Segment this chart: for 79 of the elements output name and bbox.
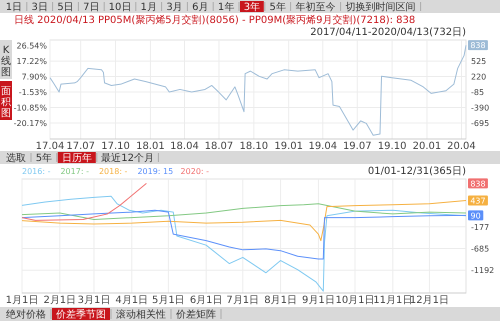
chart-title: 日线 2020/04/13 PP05M(聚丙烯5月交割)(8056) - PP09M(聚丙烯9月交割)(7218): 838	[14, 14, 416, 26]
annotation: 437	[470, 196, 486, 206]
x-tick-label: 18.07	[204, 141, 234, 152]
chart-subtitle: 2017/04/11-2020/04/13(732日)	[310, 27, 466, 38]
annotation: 838	[470, 41, 486, 50]
text: 面积图	[1, 86, 11, 119]
text: 5年	[36, 152, 52, 164]
text: 2017: -	[60, 167, 90, 176]
y-tick-label: 220	[471, 72, 486, 82]
x-tick-label: 4月1日	[115, 295, 148, 306]
x-tick-label: 2月1日	[43, 295, 76, 306]
x-tick-label: 19.04	[308, 141, 338, 152]
text: 年初至今	[296, 1, 336, 14]
x-tick-label: 19.10	[378, 141, 406, 152]
y-tick-label: -695	[471, 119, 490, 128]
text: 绝对价格	[6, 308, 46, 321]
y2-tick-label: 7.90%	[22, 72, 48, 82]
x-tick-label: 19.07	[342, 141, 372, 152]
annotation: 90	[470, 211, 481, 220]
y2-tick-label: 17.22%	[16, 56, 48, 66]
line-series	[22, 210, 466, 260]
y2-tick-label: -10.85%	[14, 104, 48, 113]
x-tick-label: 19.01	[274, 141, 304, 152]
text: 价差季节图	[55, 308, 106, 321]
x-tick-label: 9月1日	[302, 295, 335, 306]
x-tick-label: 17.07	[66, 141, 96, 152]
text: 1月	[140, 2, 157, 14]
x-tick-label: 17.04	[36, 141, 64, 152]
x-tick-label: 11月1日	[373, 295, 412, 306]
text: 10日	[108, 2, 132, 14]
text: 2018: -	[98, 167, 128, 176]
x-tick-label: 12月1日	[410, 295, 449, 306]
y-tick-label: -390	[471, 104, 490, 113]
text: 日历年	[62, 152, 92, 164]
text: 1年	[218, 1, 234, 14]
x-tick-label: 8月1日	[264, 295, 297, 306]
text: 2020: -	[180, 167, 210, 176]
text: 价差矩阵	[175, 308, 216, 321]
text: 1日	[6, 2, 22, 14]
annotation: 838	[470, 179, 486, 188]
x-tick-label: 20.01	[412, 141, 442, 152]
y-tick-label: -85	[471, 88, 484, 98]
x-tick-label: 10月1日	[335, 295, 375, 306]
text: 选取	[6, 152, 26, 164]
x-tick-label: 18.10	[240, 141, 268, 152]
text: 3年	[244, 1, 260, 14]
text: 6月	[192, 2, 208, 14]
text: 3月	[166, 2, 183, 14]
x-tick-label: 18.04	[170, 141, 199, 152]
text: 3日	[32, 2, 48, 14]
line-series	[22, 203, 466, 220]
x-tick-label: 20.04	[447, 141, 476, 152]
text: 最近12个月	[101, 152, 154, 164]
chart-subtitle: 01/01-12/31(365日)	[368, 166, 466, 177]
y-tick-label: -177	[471, 222, 490, 232]
x-tick-label: 18.01	[136, 141, 165, 152]
text: 5年	[270, 1, 286, 14]
y2-tick-label: -20.17%	[14, 119, 48, 128]
y2-tick-label: 26.54%	[16, 41, 48, 50]
y-tick-label: -1192	[471, 266, 494, 276]
text: 2019: 15	[137, 167, 174, 176]
line-series	[22, 182, 147, 221]
y-tick-label: 525	[471, 57, 486, 66]
text: 滚动相关性	[116, 308, 166, 321]
x-tick-label: 17.10	[101, 141, 130, 152]
x-tick-label: 1月1日	[6, 295, 38, 306]
line-series	[22, 196, 466, 292]
text: 7日	[83, 2, 100, 14]
x-tick-label: 6月1日	[190, 295, 223, 306]
text: 5日	[57, 2, 74, 14]
line-series	[22, 200, 466, 242]
y2-tick-label: -1.53%	[18, 88, 48, 98]
text: 2016: -	[22, 167, 51, 176]
y-tick-label: -685	[471, 244, 490, 254]
x-tick-label: 7月1日	[226, 295, 260, 306]
text: 切换到时间区间	[346, 1, 416, 14]
x-tick-label: 3月1日	[78, 295, 110, 306]
text: K线图	[1, 45, 11, 78]
x-tick-label: 5月1日	[152, 295, 185, 306]
